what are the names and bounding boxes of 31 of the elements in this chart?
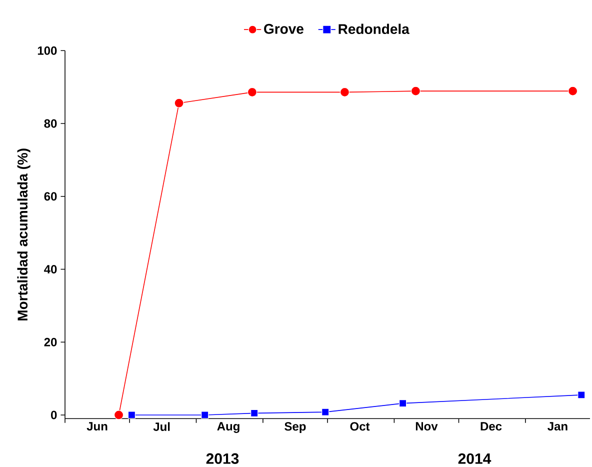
- x-tick-label: Jun: [86, 422, 108, 430]
- legend-label: Redondela: [338, 24, 410, 34]
- y-axis-title: Mortalidad acumulada (%): [17, 148, 30, 320]
- point: [128, 411, 136, 419]
- y-tick-label: 0: [51, 410, 57, 420]
- y-tick-label: 40: [44, 264, 57, 274]
- point: [201, 411, 209, 419]
- y-tick-label: 80: [44, 119, 57, 128]
- point: [250, 409, 258, 417]
- point: [340, 87, 350, 97]
- point: [322, 408, 330, 416]
- y-tick-label: 60: [44, 192, 57, 200]
- x-tick-label: Nov: [416, 422, 438, 430]
- y-tick-label: 100: [38, 46, 57, 55]
- x-tick-label: Dec: [480, 422, 502, 430]
- point: [568, 86, 578, 96]
- point: [114, 410, 124, 420]
- x-tick-label: Sep: [284, 422, 306, 433]
- legend-label: Grove: [264, 24, 304, 34]
- point: [399, 399, 407, 407]
- point: [410, 86, 421, 96]
- x-tick-label: Oct: [350, 422, 370, 431]
- x-tick-label: Jan: [548, 422, 568, 430]
- text: 2013: [206, 453, 239, 464]
- point: [578, 391, 586, 399]
- point: [174, 98, 184, 108]
- point: [247, 87, 257, 97]
- x-tick-label: Aug: [217, 422, 240, 433]
- x-tick-label: Jul: [153, 422, 170, 431]
- y-tick-label: 20: [44, 338, 57, 346]
- text: 2014: [458, 453, 492, 464]
